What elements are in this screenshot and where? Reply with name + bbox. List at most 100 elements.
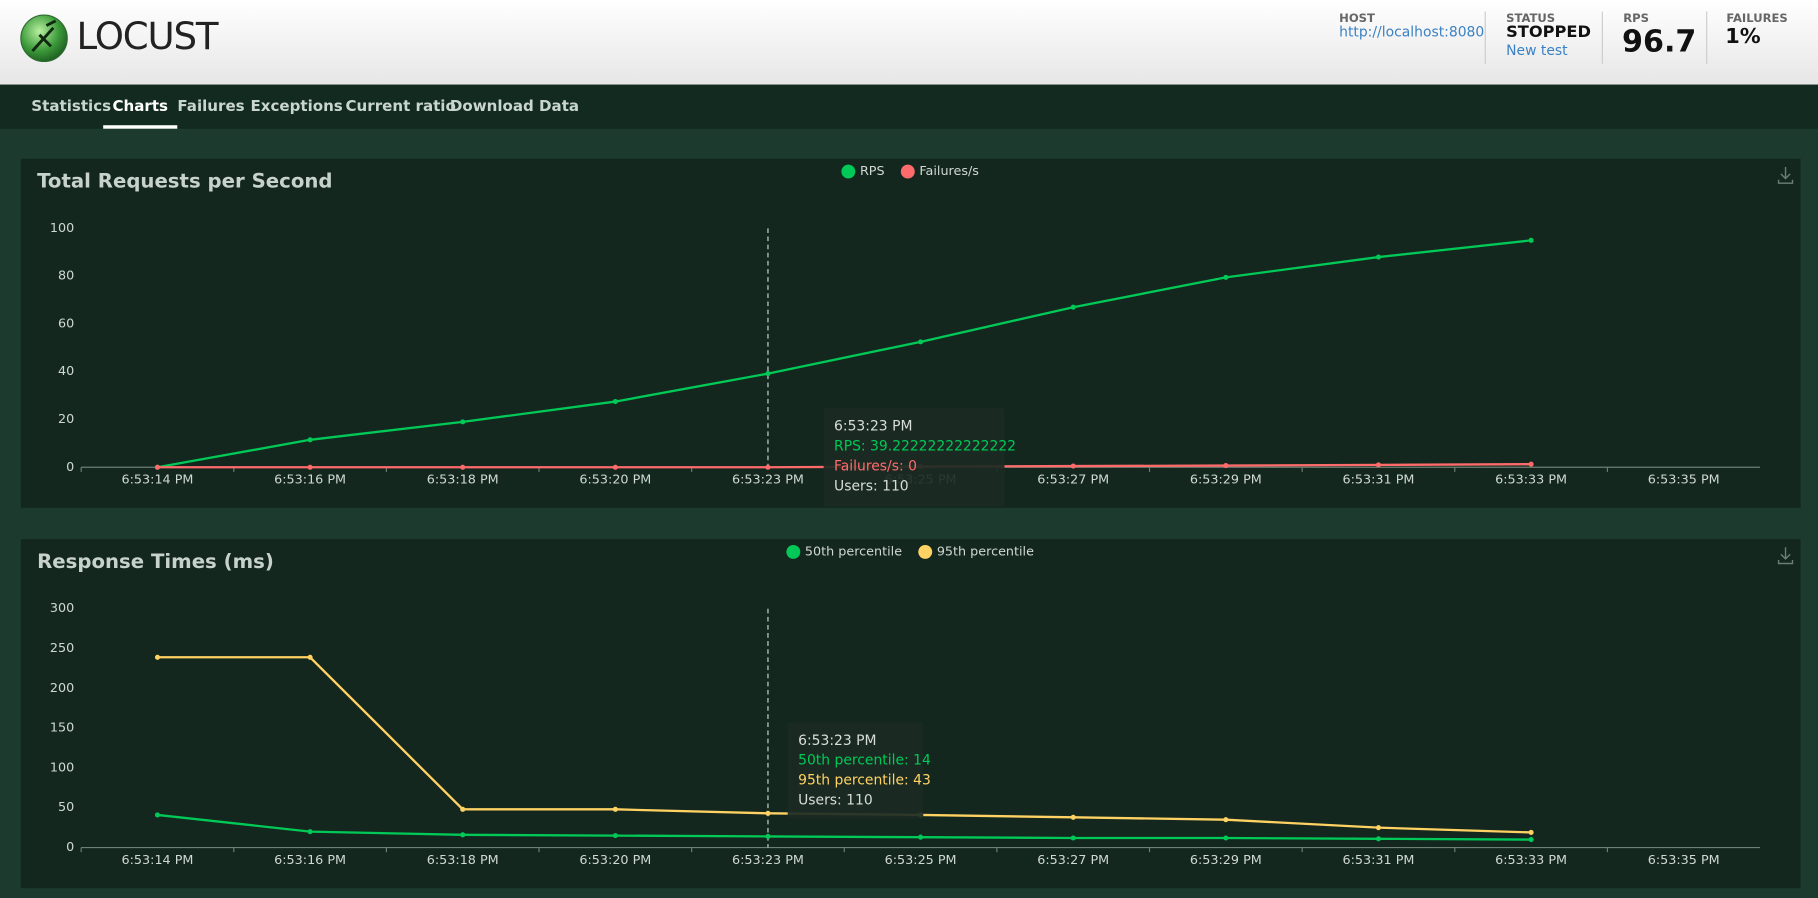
y-tick-label: 0 <box>66 460 74 475</box>
tooltip-title: 6:53:23 PM <box>798 733 876 749</box>
x-tick-label: 6:53:29 PM <box>1190 853 1262 868</box>
logo-text: LOCUST <box>77 15 219 58</box>
tooltip-line: 50th percentile: 14 <box>798 753 931 769</box>
tooltip: 6:53:23 PM RPS: 39.22222222222222 Failures… <box>823 408 1016 507</box>
logo-locust <box>31 19 57 52</box>
legend-label: 50th percentile <box>805 544 902 559</box>
tooltip-line: 95th percentile: 43 <box>798 773 931 789</box>
data-point <box>1070 814 1076 820</box>
x-tick-label: 6:53:35 PM <box>1648 853 1720 868</box>
legend: 50th percentile 95th percentile <box>786 544 1034 559</box>
y-tick-label: 150 <box>50 721 74 736</box>
failures-value: 1% <box>1725 24 1761 48</box>
nav-bar <box>0 84 1818 129</box>
status-label: STATUS <box>1506 11 1555 25</box>
nav-tab[interactable]: Failures <box>177 97 244 115</box>
nav-tab[interactable]: Exceptions <box>250 97 342 115</box>
y-tick-label: 40 <box>58 364 74 379</box>
x-tick-label: 6:53:18 PM <box>427 473 499 488</box>
tooltip-title: 6:53:23 PM <box>834 419 912 435</box>
data-point <box>1528 237 1534 243</box>
data-point <box>154 654 161 660</box>
y-tick-label: 300 <box>50 601 74 616</box>
data-point <box>1375 836 1382 842</box>
chart: Response Times (ms) 50th percentile 95th p… <box>37 544 1761 868</box>
status-value: STOPPED <box>1506 22 1591 41</box>
x-tick-label: 6:53:27 PM <box>1037 853 1109 868</box>
legend-marker <box>786 544 801 559</box>
x-tick-label: 6:53:31 PM <box>1343 853 1415 868</box>
new-test-link[interactable]: New test <box>1506 43 1568 59</box>
nav-tab[interactable]: Statistics <box>31 97 111 115</box>
data-point <box>1070 463 1076 469</box>
nav-tab[interactable]: Current ratio <box>346 97 456 115</box>
y-tick-label: 0 <box>66 840 74 855</box>
legend-marker <box>841 164 856 179</box>
x-tick-label: 6:53:16 PM <box>274 853 346 868</box>
tooltip: 6:53:23 PM 50th percentile: 14 95th percen… <box>787 722 931 819</box>
y-tick-label: 50 <box>58 800 74 815</box>
data-point <box>1223 274 1229 280</box>
data-point <box>1528 837 1534 843</box>
x-tick-label: 6:53:35 PM <box>1648 473 1720 488</box>
legend-label: 95th percentile <box>937 544 1034 559</box>
x-tick-label: 6:53:31 PM <box>1343 473 1415 488</box>
host-link[interactable]: http://localhost:8080 <box>1339 24 1484 40</box>
legend-marker <box>918 544 933 559</box>
y-tick-label: 20 <box>58 412 74 427</box>
series-line <box>157 813 1532 841</box>
x-tick-label: 6:53:20 PM <box>579 473 651 488</box>
data-point <box>612 833 618 839</box>
y-tick-label: 100 <box>50 760 74 775</box>
rps-label: RPS <box>1623 11 1649 25</box>
rps-value: 96.7 <box>1622 24 1696 59</box>
data-point <box>1375 825 1382 831</box>
data-point <box>612 806 618 812</box>
y-tick-label: 100 <box>50 221 74 236</box>
tooltip-box <box>787 722 924 819</box>
data-point <box>1070 835 1076 841</box>
x-tick-label: 6:53:25 PM <box>885 853 957 868</box>
data-point <box>765 833 771 839</box>
chart-title: Total Requests per Second <box>37 170 332 193</box>
series-line <box>157 239 1532 469</box>
tooltip-line: Users: 110 <box>834 479 909 495</box>
tooltip-line: RPS: 39.22222222222222 <box>834 438 1016 454</box>
data-point <box>307 654 313 660</box>
legend: RPS Failures/s <box>841 164 979 179</box>
data-point <box>765 810 771 816</box>
data-point <box>154 464 161 470</box>
chart-panel <box>20 539 1801 889</box>
x-tick-label: 6:53:20 PM <box>579 853 651 868</box>
data-point <box>765 371 771 377</box>
data-point <box>460 464 466 470</box>
download-icon[interactable] <box>1777 547 1794 565</box>
x-tick-label: 6:53:18 PM <box>427 853 499 868</box>
data-point <box>918 339 924 345</box>
x-tick-label: 6:53:14 PM <box>122 853 194 868</box>
data-point <box>1223 463 1229 469</box>
header <box>0 0 1818 85</box>
host-label: HOST <box>1339 11 1375 25</box>
x-tick-label: 6:53:23 PM <box>732 473 804 488</box>
y-tick-label: 60 <box>58 316 74 331</box>
x-tick-label: 6:53:33 PM <box>1495 473 1567 488</box>
data-point <box>612 464 618 470</box>
legend-marker <box>900 164 915 179</box>
x-tick-label: 6:53:23 PM <box>732 853 804 868</box>
chart: Total Requests per Second RPS Failures/s 0 2… <box>37 164 1761 507</box>
y-tick-label: 250 <box>50 641 74 656</box>
nav-tab[interactable]: Charts <box>112 97 168 115</box>
data-point <box>1375 254 1382 260</box>
data-point <box>307 464 313 470</box>
nav-tab[interactable]: Download Data <box>450 97 579 115</box>
tooltip-line: Failures/s: 0 <box>834 458 917 474</box>
chart-title: Response Times (ms) <box>37 550 274 573</box>
data-point <box>460 806 466 812</box>
y-tick-label: 80 <box>58 269 74 284</box>
data-point <box>1375 462 1382 468</box>
data-point <box>765 464 771 470</box>
download-icon[interactable] <box>1777 166 1794 184</box>
